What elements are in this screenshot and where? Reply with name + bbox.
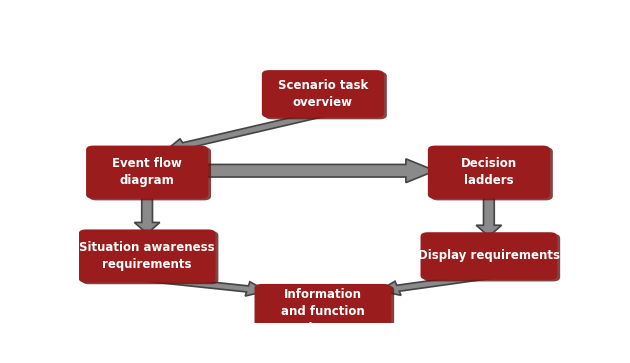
- Polygon shape: [201, 159, 435, 183]
- FancyBboxPatch shape: [86, 146, 208, 199]
- Text: Situation awareness
requirements: Situation awareness requirements: [79, 241, 215, 271]
- FancyBboxPatch shape: [262, 70, 384, 118]
- FancyBboxPatch shape: [82, 231, 219, 284]
- FancyBboxPatch shape: [431, 147, 553, 200]
- FancyBboxPatch shape: [89, 147, 211, 200]
- Text: Display requirements: Display requirements: [418, 249, 560, 262]
- FancyBboxPatch shape: [255, 284, 391, 340]
- Text: Information
and function
requirements: Information and function requirements: [278, 288, 368, 335]
- Polygon shape: [476, 195, 501, 236]
- FancyBboxPatch shape: [428, 146, 550, 199]
- Text: Scenario task
overview: Scenario task overview: [278, 79, 368, 109]
- Polygon shape: [134, 195, 160, 234]
- FancyBboxPatch shape: [265, 72, 387, 119]
- Polygon shape: [379, 273, 490, 295]
- FancyBboxPatch shape: [258, 286, 394, 342]
- Polygon shape: [166, 111, 325, 152]
- Text: Decision
ladders: Decision ladders: [461, 157, 517, 187]
- FancyBboxPatch shape: [79, 229, 215, 282]
- Polygon shape: [146, 275, 266, 296]
- Text: Event flow
diagram: Event flow diagram: [112, 157, 182, 187]
- FancyBboxPatch shape: [421, 232, 558, 280]
- FancyBboxPatch shape: [423, 234, 560, 281]
